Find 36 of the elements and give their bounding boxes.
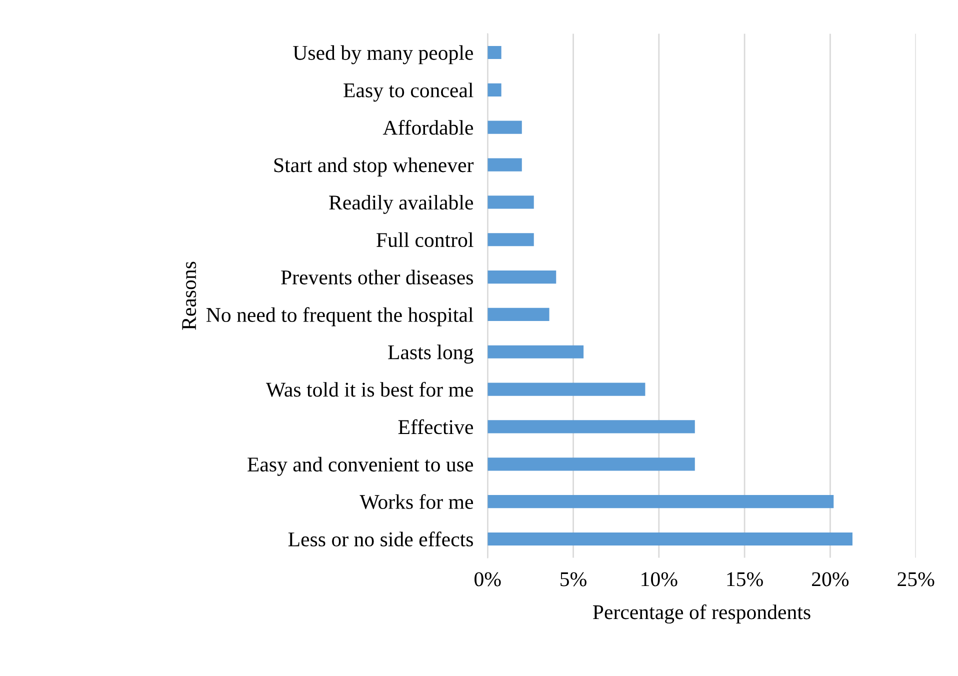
y-tick-label: Full control xyxy=(376,232,474,248)
bar xyxy=(488,345,584,358)
x-tick-label: 15% xyxy=(727,572,763,586)
y-tick-label: Less or no side effects xyxy=(288,532,473,546)
y-tick-label: Easy to conceal xyxy=(344,82,474,102)
bar xyxy=(488,196,534,209)
bar xyxy=(488,308,550,322)
y-tick-label: Lasts long xyxy=(388,344,474,364)
y-tick-label: Start and stop whenever xyxy=(274,158,474,176)
bar xyxy=(488,420,695,434)
y-axis-title: Reasons xyxy=(182,262,196,330)
y-tick-label: Was told it is best for me xyxy=(266,382,474,397)
y-tick-label: Effective xyxy=(398,419,474,434)
x-tick-label: 0% xyxy=(474,572,501,586)
x-tick-label: 10% xyxy=(642,572,678,586)
bar xyxy=(488,233,534,246)
y-tick-label: Prevents other diseases xyxy=(281,270,473,284)
y-tick-label: Used by many people xyxy=(293,45,474,64)
bar xyxy=(488,382,646,396)
bar xyxy=(488,495,834,508)
y-tick-label: Readily available xyxy=(329,194,474,214)
x-tick-label: 5% xyxy=(560,572,586,586)
x-axis-title: Percentage of respondents xyxy=(592,604,810,624)
bar xyxy=(488,532,852,546)
bar xyxy=(488,458,695,471)
y-tick-label: Affordable xyxy=(382,120,474,135)
bar xyxy=(488,120,522,134)
y-tick-label: No need to frequent the hospital xyxy=(206,307,474,326)
bar xyxy=(488,46,502,60)
bar xyxy=(488,83,502,96)
x-tick-label: 25% xyxy=(898,572,934,586)
bar xyxy=(488,158,522,172)
y-tick-label: Works for me xyxy=(360,494,474,510)
y-tick-label: Easy and convenient to use xyxy=(248,456,474,476)
x-tick-label: 20% xyxy=(812,572,849,586)
bar xyxy=(488,270,556,284)
